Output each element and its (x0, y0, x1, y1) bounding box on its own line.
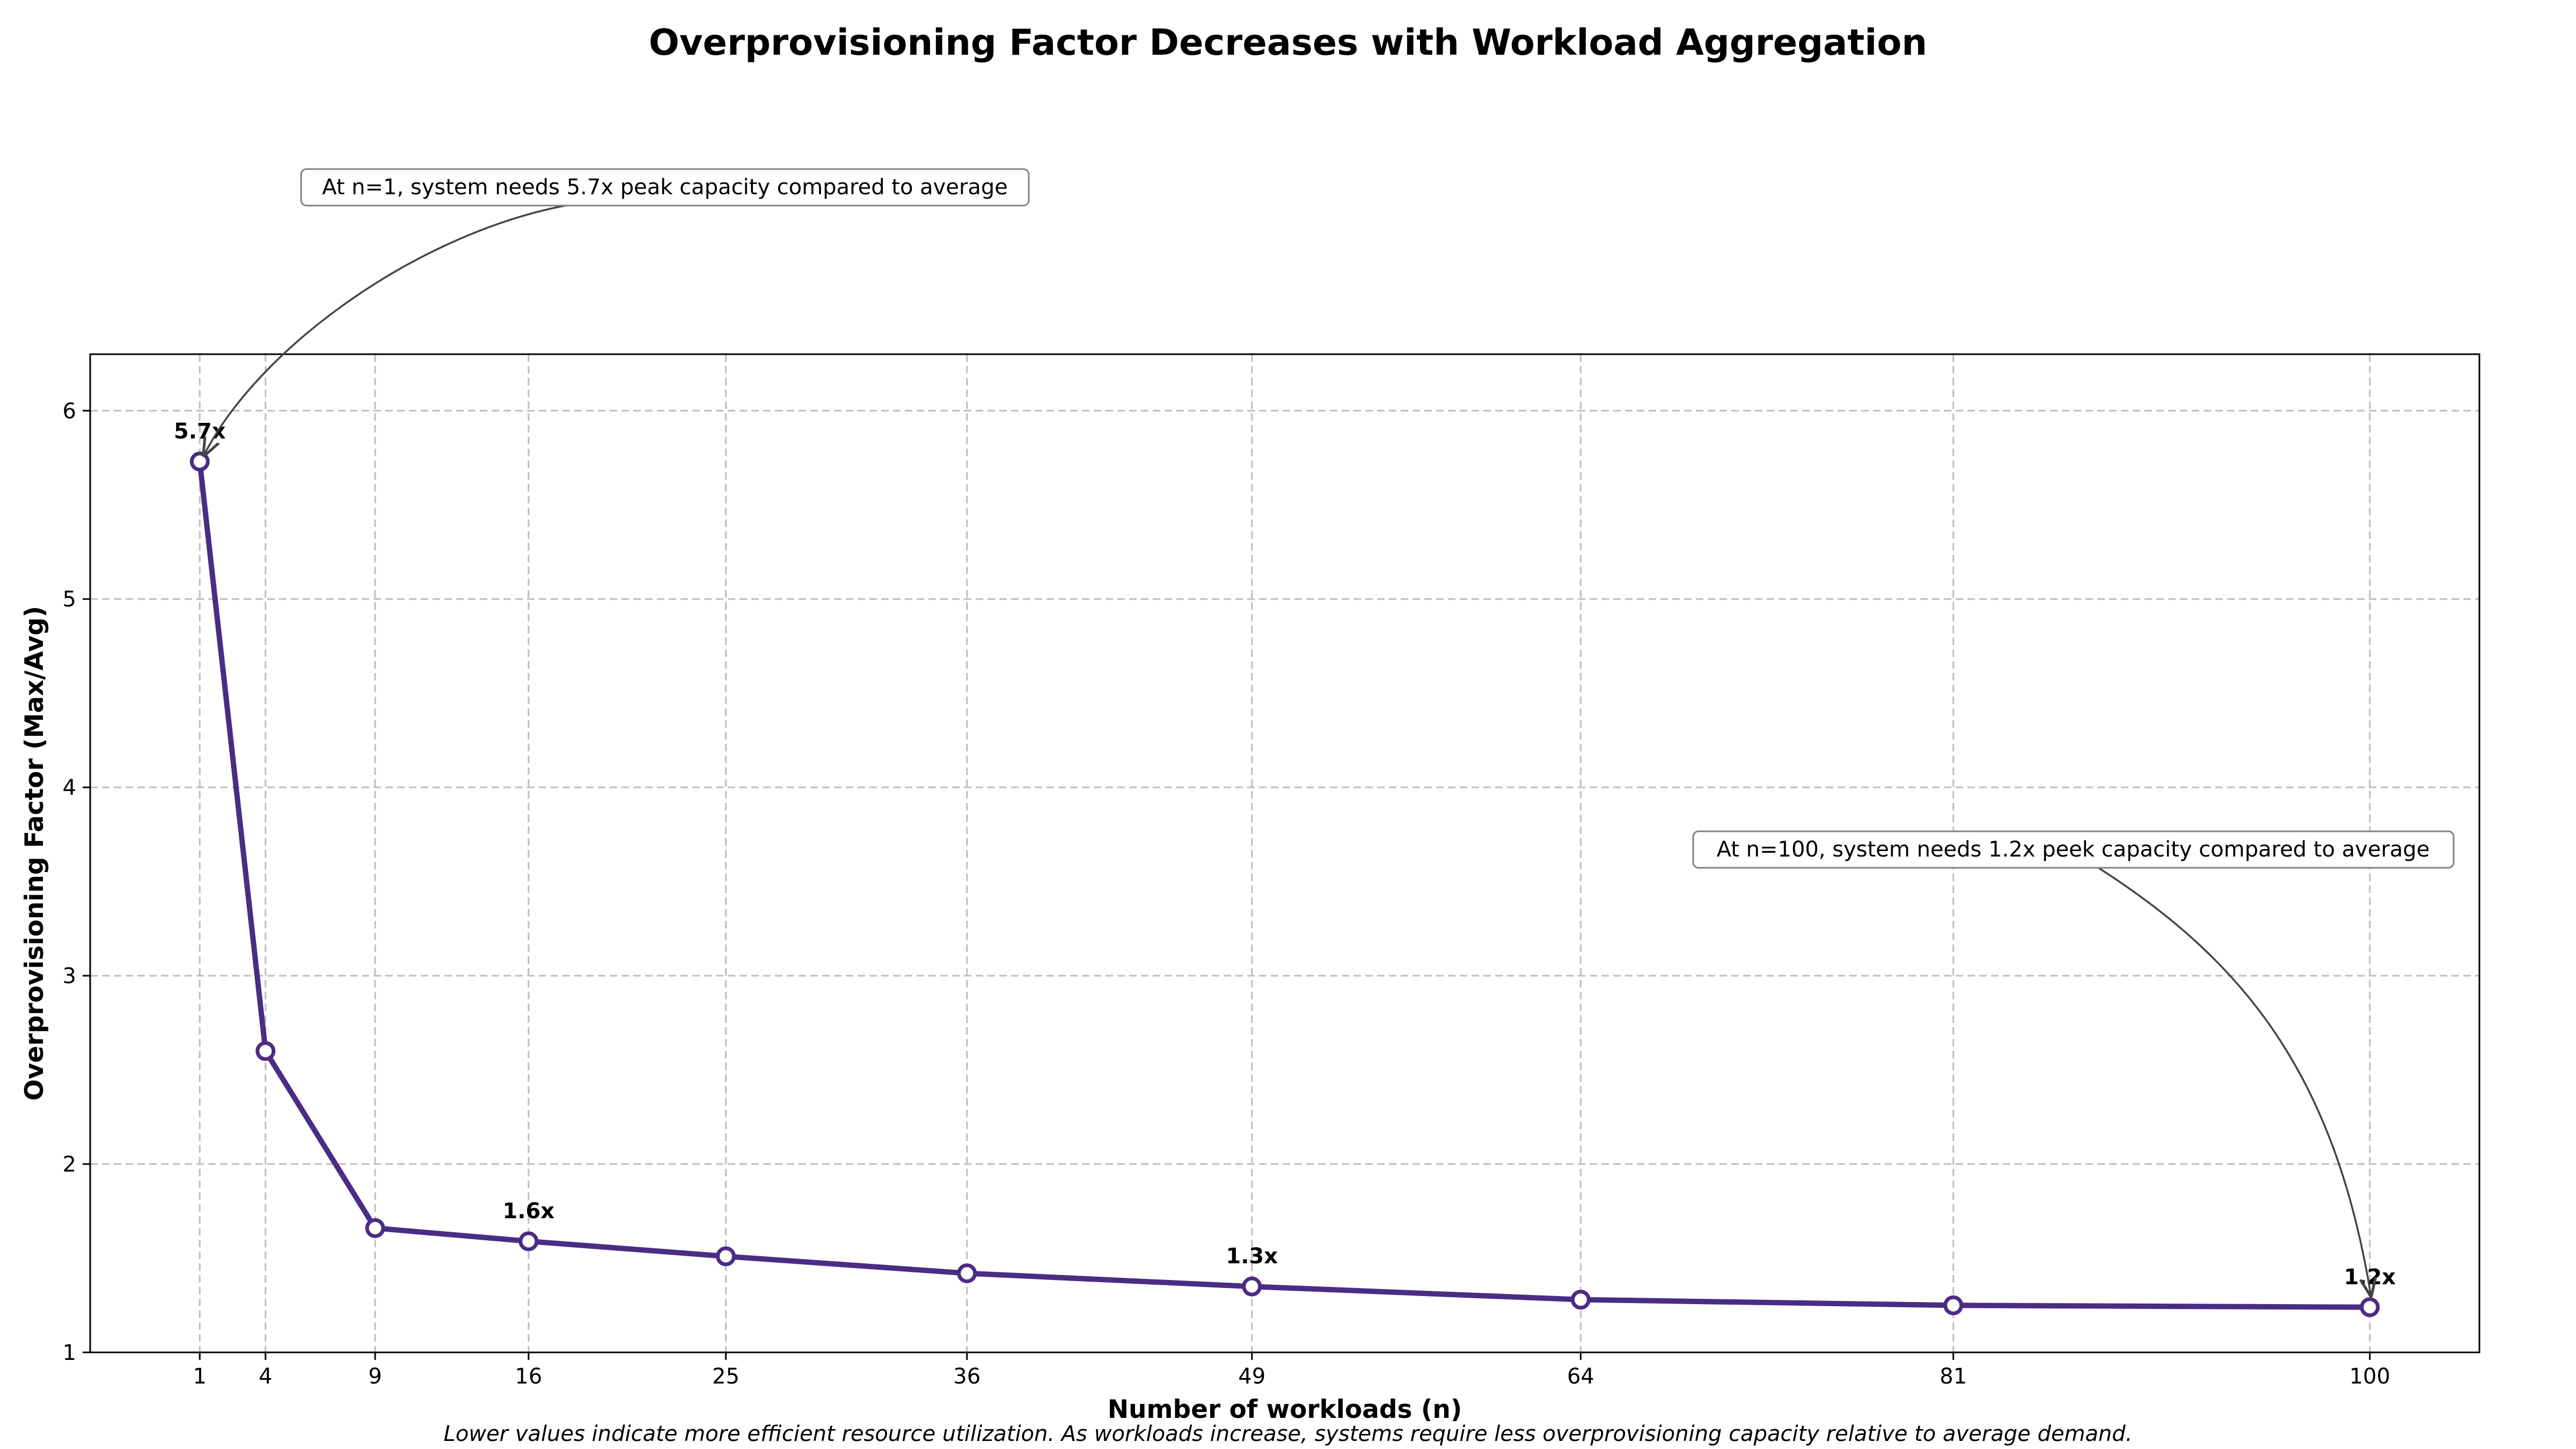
x-tick-label: 9 (368, 1364, 382, 1389)
series-line (197, 459, 2373, 1310)
data-point (365, 1218, 385, 1238)
annotations: At n=1, system needs 5.7x peak capacity … (204, 168, 2455, 1296)
data-point (1570, 1290, 1591, 1310)
annotation-text: At n=1, system needs 5.7x peak capacity … (322, 175, 1008, 200)
annotation-box (1692, 830, 2455, 869)
x-tick-label: 64 (1567, 1364, 1594, 1389)
x-tick-label: 4 (259, 1364, 272, 1389)
data-point (1943, 1295, 1964, 1315)
data-point (2360, 1297, 2380, 1318)
plot-frame (89, 353, 2480, 1353)
x-tick-label: 25 (712, 1364, 740, 1389)
annotation-arrow (2098, 867, 2371, 1296)
data-point (715, 1246, 736, 1267)
x-tick-label: 81 (1940, 1364, 1967, 1389)
y-tick-label: 1 (63, 1341, 76, 1365)
y-tick-label: 6 (63, 399, 76, 423)
annotation-arrow (204, 203, 575, 455)
data-point (189, 451, 210, 472)
y-tick-label: 2 (63, 1152, 76, 1177)
data-point (518, 1231, 539, 1252)
y-tick-label: 3 (63, 964, 76, 989)
data-label: 1.6x (503, 1199, 555, 1224)
y-axis-label: Overprovisioning Factor (Max/Avg) (20, 606, 49, 1101)
x-tick-label: 1 (193, 1364, 206, 1389)
data-labels: 5.7x1.6x1.3x1.2x (174, 419, 2396, 1290)
annotation-text: At n=100, system needs 1.2x peek capacit… (1717, 837, 2430, 862)
chart-caption: Lower values indicate more efficient res… (444, 1422, 2133, 1446)
data-label: 1.3x (1226, 1244, 1278, 1269)
y-tick-label: 5 (63, 587, 76, 612)
x-tick-label: 49 (1238, 1364, 1265, 1389)
x-tick-label: 100 (2350, 1364, 2390, 1389)
data-point (1242, 1276, 1262, 1297)
x-axis-label: Number of workloads (n) (1108, 1395, 1462, 1424)
y-tick-label: 4 (63, 775, 76, 800)
x-tick-label: 16 (515, 1364, 542, 1389)
annotation-box (300, 168, 1030, 207)
chart-title: Overprovisioning Factor Decreases with W… (649, 21, 1927, 63)
data-points (189, 451, 2380, 1318)
data-point (957, 1263, 977, 1284)
x-tick-label: 36 (953, 1364, 980, 1389)
data-point (255, 1041, 276, 1061)
